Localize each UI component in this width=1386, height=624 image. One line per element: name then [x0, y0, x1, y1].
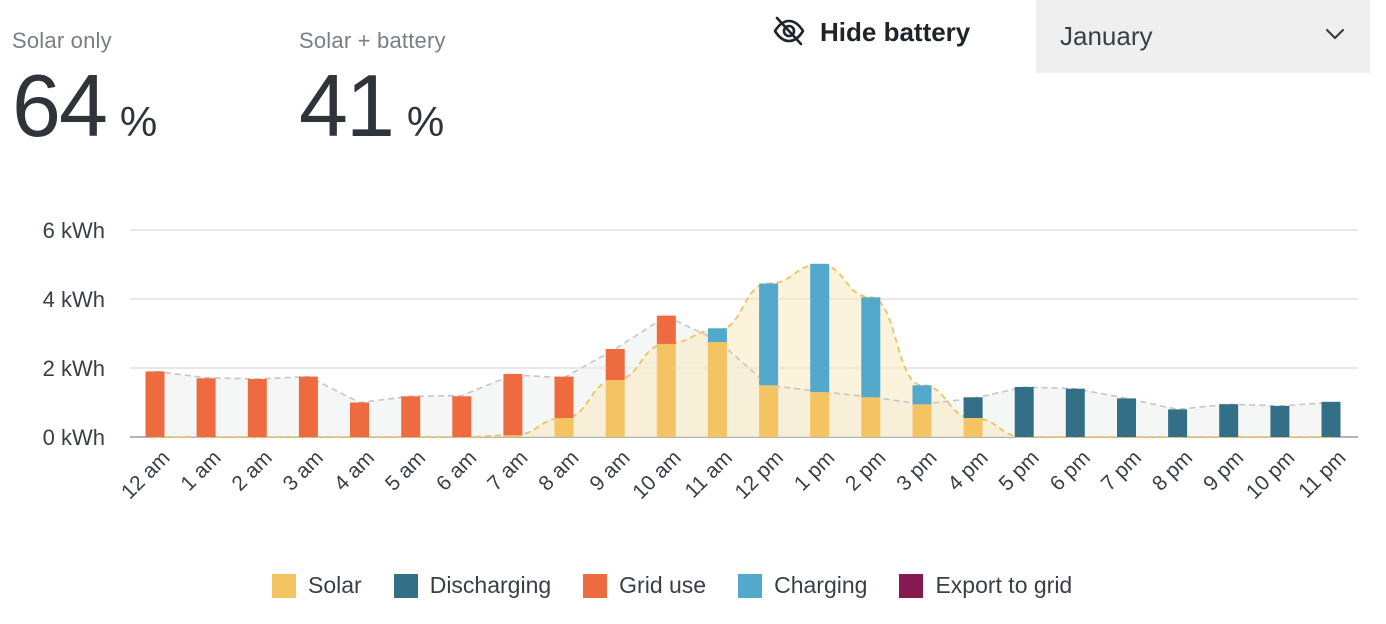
- bar-solar-8: [554, 418, 574, 437]
- y-tick-label: 2 kWh: [43, 356, 105, 381]
- legend-label-charging: Charging: [774, 572, 868, 598]
- bar-solar-12: [759, 385, 779, 438]
- x-tick-label: 1 am: [176, 446, 225, 495]
- bar-grid-6: [452, 396, 472, 437]
- bar-solar-16: [963, 418, 983, 437]
- bar-discharging-17: [1014, 387, 1034, 437]
- legend-item-export-to-grid: Export to grid: [899, 572, 1072, 599]
- stat-solar-battery: Solar + battery 41 %: [299, 28, 446, 150]
- x-tick-label: 9 am: [585, 446, 634, 495]
- bar-charging-12: [759, 283, 779, 386]
- x-tick-label: 8 pm: [1148, 446, 1197, 495]
- legend-item-charging: Charging: [738, 572, 867, 599]
- chart-legend: Solar Discharging Grid use Charging Expo…: [272, 572, 1104, 599]
- x-tick-label: 4 pm: [943, 446, 992, 495]
- y-tick-label: 4 kWh: [43, 287, 105, 312]
- eye-slash-icon: [772, 14, 806, 51]
- bar-discharging-20: [1168, 409, 1188, 437]
- legend-swatch-charging: [738, 573, 763, 598]
- bar-grid-5: [401, 396, 421, 437]
- x-tick-label: 3 pm: [892, 446, 941, 495]
- x-tick-label: 2 pm: [841, 446, 890, 495]
- x-tick-label: 12 am: [117, 446, 175, 504]
- bar-grid-1: [196, 378, 216, 437]
- x-tick-label: 1 pm: [790, 446, 839, 495]
- bar-solar-7: [503, 435, 523, 437]
- bar-charging-11: [707, 328, 727, 343]
- bar-grid-4: [350, 402, 369, 437]
- bar-grid-0: [145, 371, 165, 437]
- solar-production-area: [155, 264, 1331, 437]
- stat-solar-battery-label: Solar + battery: [299, 28, 446, 53]
- x-tick-label: 7 pm: [1097, 446, 1146, 495]
- bar-grid-2: [247, 379, 267, 437]
- x-tick-label: 11 pm: [1294, 446, 1350, 502]
- y-tick-label: 0 kWh: [43, 425, 105, 450]
- x-tick-label: 6 pm: [1046, 446, 1095, 495]
- x-tick-label: 11 am: [681, 446, 737, 502]
- bar-solar-9: [605, 380, 625, 437]
- bar-grid-10: [656, 315, 676, 344]
- stat-solar-only-unit: %: [119, 98, 158, 145]
- x-tick-label: 4 am: [330, 446, 379, 495]
- x-tick-label: 2 am: [228, 446, 277, 495]
- bar-solar-10: [656, 343, 676, 437]
- stat-solar-battery-value-row: 41 %: [299, 62, 446, 150]
- month-select-value: January: [1060, 21, 1153, 51]
- bar-charging-13: [810, 263, 830, 393]
- stat-solar-only-label: Solar only: [12, 28, 112, 53]
- x-tick-label: 5 pm: [994, 446, 1043, 495]
- bar-grid-9: [605, 349, 625, 381]
- legend-label-export-to-grid: Export to grid: [935, 572, 1073, 598]
- legend-item-grid-use: Grid use: [583, 572, 706, 599]
- legend-swatch-grid-use: [583, 573, 608, 598]
- x-tick-label: 6 am: [432, 446, 481, 495]
- hide-battery-label: Hide battery: [820, 16, 971, 47]
- chevron-down-icon: [1324, 27, 1346, 46]
- y-tick-label: 6 kWh: [43, 218, 105, 243]
- month-select[interactable]: January: [1036, 0, 1370, 73]
- x-tick-label: 7 am: [483, 446, 532, 495]
- solar-production-line: [155, 263, 1331, 438]
- bar-discharging-18: [1065, 388, 1085, 437]
- stat-solar-battery-unit: %: [406, 98, 445, 145]
- bar-discharging-16: [963, 397, 983, 418]
- bar-discharging-21: [1219, 404, 1239, 437]
- stat-solar-battery-value: 41: [299, 56, 395, 155]
- energy-chart: 0 kWh 2 kWh 4 kWh 6 kWh 12 am 1 am 2 am 3 am 4 a…: [43, 218, 1358, 504]
- x-tick-label: 10 am: [628, 446, 686, 504]
- legend-label-solar: Solar: [308, 572, 362, 598]
- x-tick-label: 5 am: [381, 446, 430, 495]
- bar-solar-15: [912, 404, 932, 437]
- x-tick-label: 3 am: [279, 446, 328, 495]
- bar-discharging-19: [1117, 398, 1136, 437]
- hide-battery-button[interactable]: Hide battery: [772, 12, 970, 52]
- x-tick-label: 9 pm: [1199, 446, 1248, 495]
- legend-item-discharging: Discharging: [393, 572, 552, 599]
- stat-solar-only-value-row: 64 %: [12, 62, 157, 150]
- x-tick-label: 8 am: [534, 446, 583, 495]
- stat-solar-only: Solar only 64 %: [12, 28, 157, 150]
- legend-item-solar: Solar: [272, 572, 362, 599]
- bar-solar-13: [810, 392, 830, 437]
- legend-label-grid-use: Grid use: [619, 572, 707, 598]
- legend-swatch-solar: [272, 573, 296, 598]
- legend-label-discharging: Discharging: [429, 572, 552, 598]
- legend-swatch-export-to-grid: [899, 573, 924, 598]
- legend-swatch-discharging: [393, 573, 418, 598]
- bar-grid-7: [503, 373, 523, 436]
- bar-grid-3: [298, 376, 318, 437]
- x-tick-label: 10 pm: [1242, 446, 1300, 504]
- x-tick-label: 12 pm: [731, 446, 789, 504]
- bar-discharging-23: [1321, 401, 1341, 437]
- stat-solar-only-value: 64: [12, 56, 108, 155]
- bar-discharging-22: [1270, 405, 1290, 437]
- bar-solar-14: [861, 397, 881, 437]
- bar-charging-15: [912, 385, 932, 405]
- bar-solar-11: [707, 342, 727, 437]
- bar-grid-8: [554, 376, 574, 418]
- bar-charging-14: [861, 297, 881, 398]
